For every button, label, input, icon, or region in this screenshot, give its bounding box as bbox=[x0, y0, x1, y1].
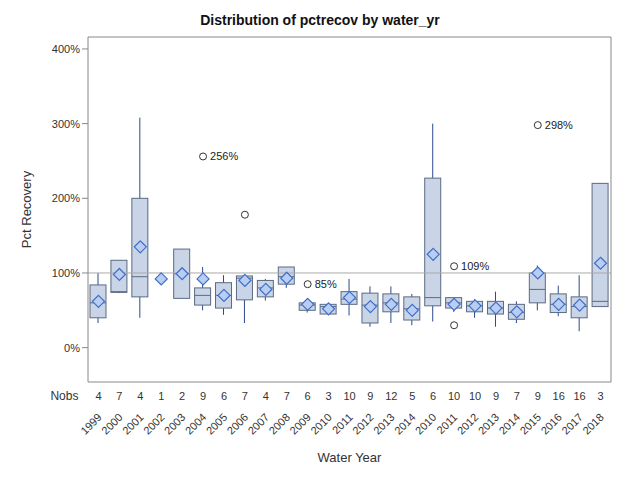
svg-text:7: 7 bbox=[242, 390, 248, 402]
svg-text:7: 7 bbox=[116, 390, 122, 402]
svg-text:2015: 2015 bbox=[517, 411, 543, 437]
svg-text:2017: 2017 bbox=[559, 411, 585, 437]
svg-text:4: 4 bbox=[95, 390, 101, 402]
svg-text:200%: 200% bbox=[52, 192, 80, 204]
svg-text:3: 3 bbox=[326, 390, 332, 402]
svg-text:3: 3 bbox=[597, 390, 603, 402]
svg-text:2010: 2010 bbox=[413, 411, 439, 437]
svg-text:100%: 100% bbox=[52, 267, 80, 279]
svg-text:300%: 300% bbox=[52, 118, 80, 130]
svg-text:2: 2 bbox=[179, 390, 185, 402]
svg-text:16: 16 bbox=[553, 390, 565, 402]
svg-text:2014: 2014 bbox=[392, 411, 418, 437]
svg-text:109%: 109% bbox=[461, 260, 489, 272]
svg-text:1: 1 bbox=[158, 390, 164, 402]
svg-text:2011: 2011 bbox=[330, 411, 355, 436]
svg-text:1999: 1999 bbox=[78, 411, 104, 437]
svg-text:2009: 2009 bbox=[287, 411, 313, 437]
svg-text:2012: 2012 bbox=[350, 411, 376, 437]
svg-text:9: 9 bbox=[493, 390, 499, 402]
svg-text:298%: 298% bbox=[545, 119, 573, 131]
svg-text:2010: 2010 bbox=[308, 411, 334, 437]
svg-text:2002: 2002 bbox=[141, 411, 167, 437]
svg-text:7: 7 bbox=[514, 390, 520, 402]
svg-text:85%: 85% bbox=[315, 278, 337, 290]
svg-text:2005: 2005 bbox=[204, 411, 230, 437]
svg-text:9: 9 bbox=[367, 390, 373, 402]
svg-text:16: 16 bbox=[573, 390, 585, 402]
svg-text:256%: 256% bbox=[210, 150, 238, 162]
svg-text:4: 4 bbox=[263, 390, 269, 402]
svg-text:4: 4 bbox=[137, 390, 143, 402]
svg-text:2012: 2012 bbox=[455, 411, 481, 437]
svg-text:2018: 2018 bbox=[580, 411, 606, 437]
svg-text:9: 9 bbox=[535, 390, 541, 402]
svg-text:2013: 2013 bbox=[476, 411, 502, 437]
svg-text:2013: 2013 bbox=[371, 411, 397, 437]
svg-text:6: 6 bbox=[430, 390, 436, 402]
svg-text:6: 6 bbox=[221, 390, 227, 402]
svg-text:9: 9 bbox=[200, 390, 206, 402]
svg-text:2000: 2000 bbox=[99, 411, 125, 437]
svg-text:Water Year: Water Year bbox=[318, 450, 383, 465]
svg-text:2014: 2014 bbox=[496, 411, 522, 437]
svg-text:400%: 400% bbox=[52, 43, 80, 55]
svg-text:6: 6 bbox=[305, 390, 311, 402]
svg-text:12: 12 bbox=[385, 390, 397, 402]
svg-text:10: 10 bbox=[343, 390, 355, 402]
svg-text:0%: 0% bbox=[64, 342, 80, 354]
svg-text:2016: 2016 bbox=[538, 411, 564, 437]
svg-text:2007: 2007 bbox=[245, 411, 271, 437]
svg-text:Pct Recovery: Pct Recovery bbox=[19, 170, 34, 248]
svg-text:5: 5 bbox=[409, 390, 415, 402]
svg-text:2004: 2004 bbox=[183, 411, 209, 437]
svg-text:10: 10 bbox=[469, 390, 481, 402]
svg-text:2011: 2011 bbox=[434, 411, 459, 436]
svg-text:Nobs: Nobs bbox=[50, 389, 78, 403]
svg-text:2006: 2006 bbox=[225, 411, 251, 437]
html-text:Distribution of pctrecov by wa: Distribution of pctrecov by water_yr bbox=[200, 12, 440, 28]
svg-text:7: 7 bbox=[284, 390, 290, 402]
svg-text:10: 10 bbox=[448, 390, 460, 402]
svg-text:2001: 2001 bbox=[120, 411, 146, 437]
svg-text:2003: 2003 bbox=[162, 411, 188, 437]
svg-text:2008: 2008 bbox=[266, 411, 292, 437]
